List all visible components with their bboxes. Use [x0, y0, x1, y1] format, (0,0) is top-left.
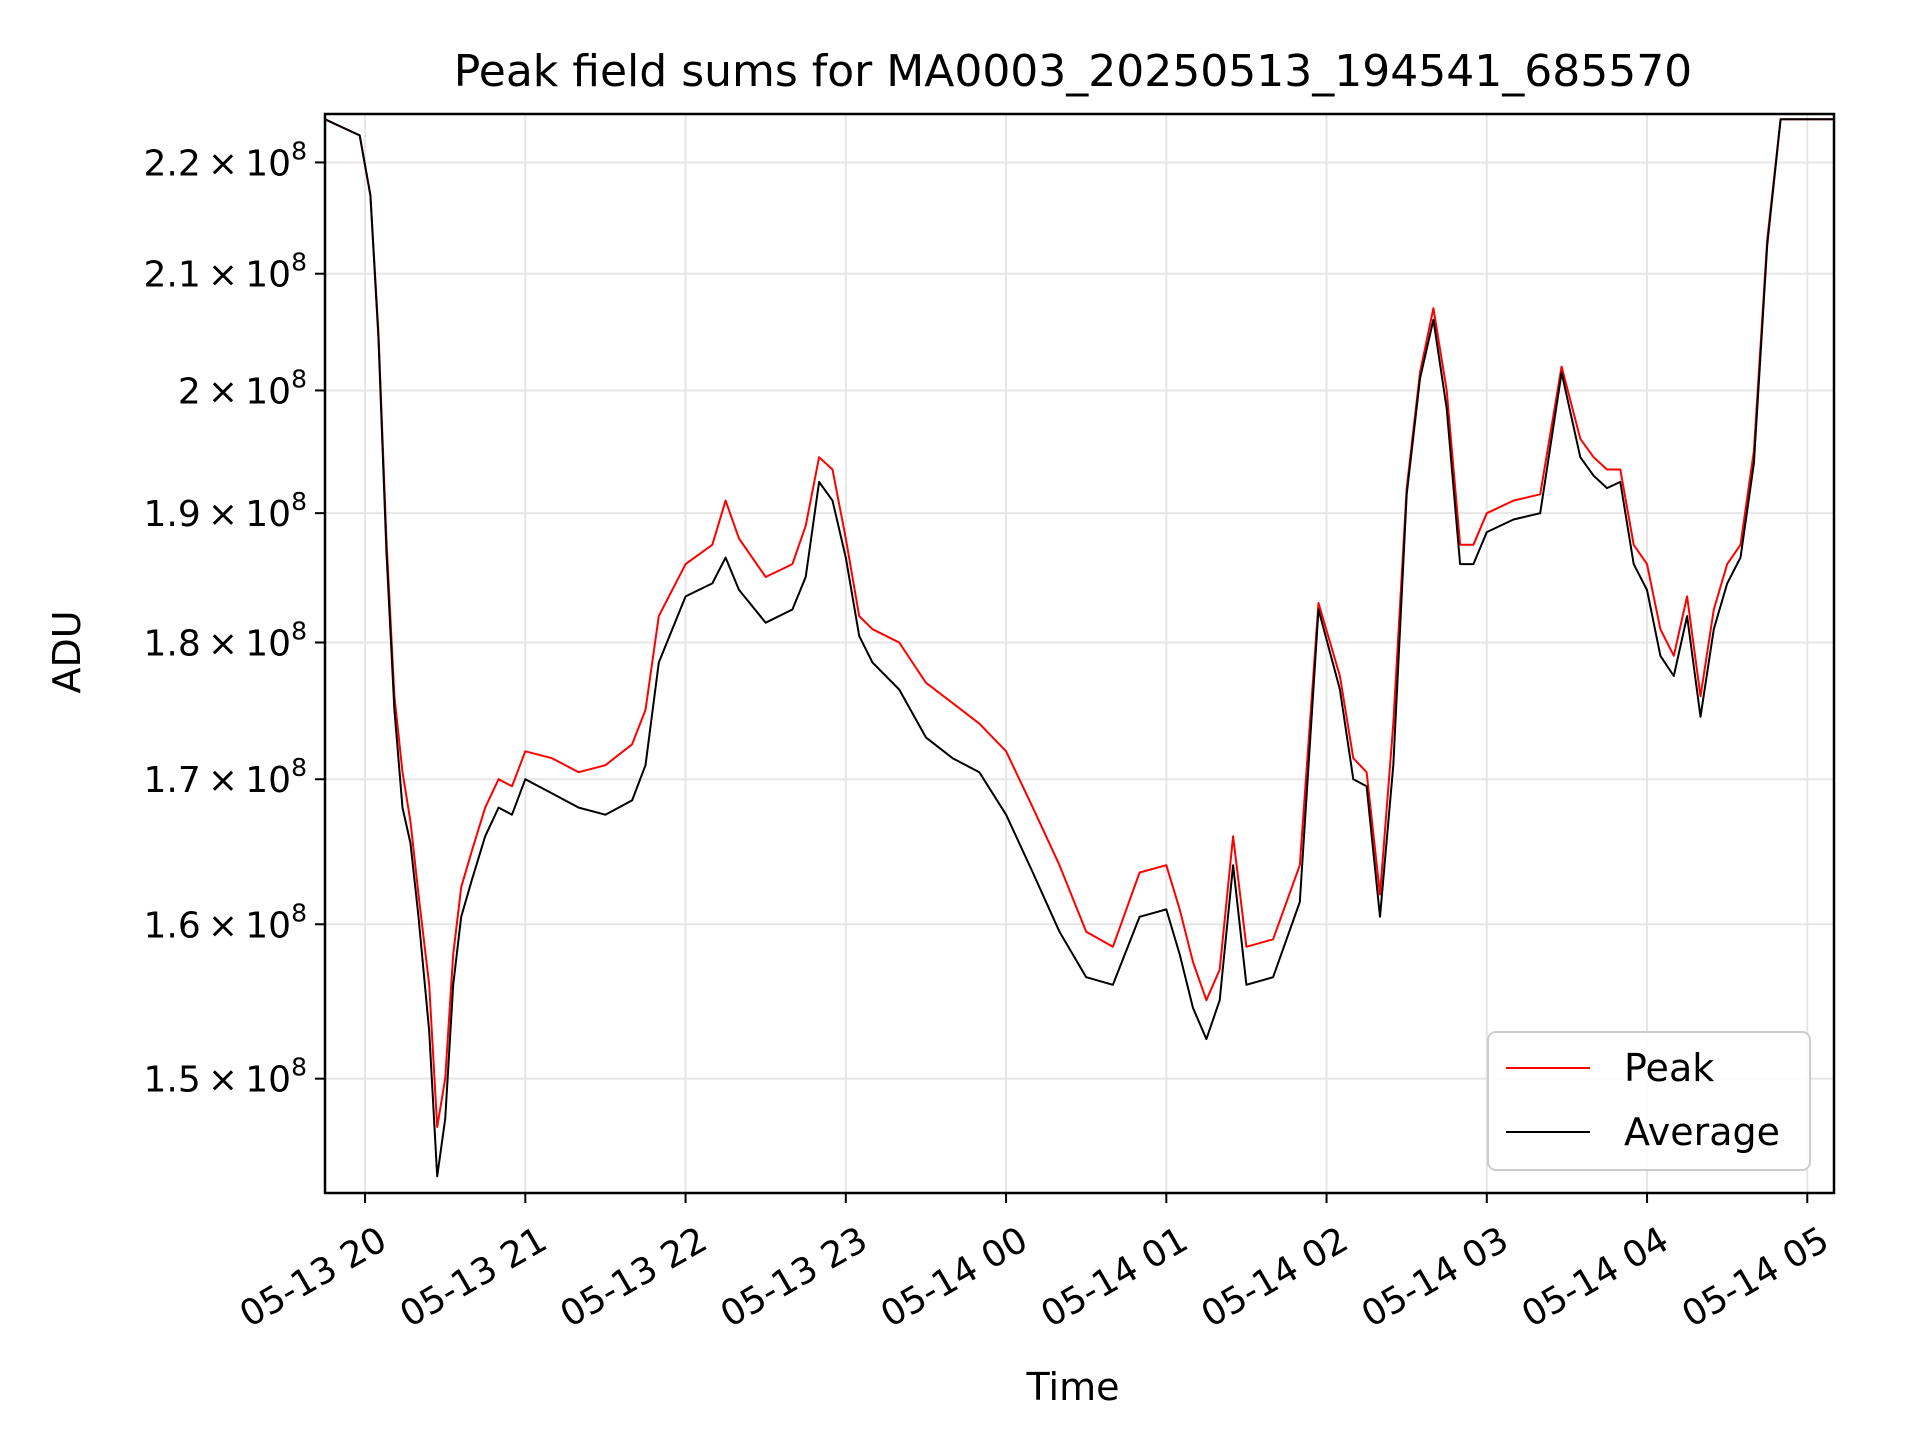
y-tick-exponent: 8 [291, 898, 307, 927]
y-tick-label: 1.5 × 108 [143, 1053, 307, 1101]
legend: Peak Average [1487, 1031, 1811, 1171]
y-tick-label: 1.9 × 108 [143, 487, 307, 535]
y-tick-mantissa: 1.9 [143, 494, 200, 535]
y-tick-mantissa: 1.5 [143, 1060, 200, 1101]
y-tick-mantissa: 1.8 [143, 624, 200, 665]
legend-box [1487, 1031, 1811, 1171]
y-tick-times: × 10 [201, 494, 291, 535]
y-tick-label: 2.1 × 108 [143, 248, 307, 296]
series-peak-line [325, 118, 1834, 1128]
y-tick-times: × 10 [201, 1060, 291, 1101]
y-tick-times: × 10 [201, 255, 291, 296]
chart-title: Peak field sums for MA0003_20250513_1945… [454, 46, 1692, 97]
y-tick-mantissa: 2.1 [143, 255, 200, 296]
y-tick-times: × 10 [201, 624, 291, 665]
y-tick-times: × 10 [201, 143, 291, 184]
y-tick-label: 2.2 × 108 [143, 136, 307, 184]
legend-peak-label: Peak [1624, 1046, 1714, 1090]
y-tick-label: 1.6 × 108 [143, 898, 307, 946]
y-tick-label: 1.8 × 108 [143, 617, 307, 665]
y-tick-exponent: 8 [291, 617, 307, 646]
x-axis-label: Time [1026, 1365, 1120, 1409]
y-tick-exponent: 8 [291, 364, 307, 393]
y-tick-exponent: 8 [291, 753, 307, 782]
y-tick-exponent: 8 [291, 1053, 307, 1082]
y-axis-label: ADU [45, 610, 89, 693]
y-tick-exponent: 8 [291, 248, 307, 277]
plot-frame [323, 112, 1836, 1195]
y-tick-label: 2 × 108 [178, 364, 307, 412]
y-tick-times: × 10 [201, 371, 291, 412]
y-tick-times: × 10 [201, 760, 291, 801]
series-average-line [325, 118, 1834, 1178]
series-layer [325, 118, 1834, 1178]
y-tick-times: × 10 [201, 905, 291, 946]
grid [325, 114, 1834, 1193]
y-tick-mantissa: 1.7 [143, 760, 200, 801]
y-tick-label: 1.7 × 108 [143, 753, 307, 801]
y-tick-exponent: 8 [291, 487, 307, 516]
legend-average-label: Average [1624, 1110, 1780, 1154]
y-tick-mantissa: 1.6 [143, 905, 200, 946]
y-tick-mantissa: 2 [178, 371, 201, 412]
y-tick-mantissa: 2.2 [143, 143, 200, 184]
y-tick-exponent: 8 [291, 136, 307, 165]
